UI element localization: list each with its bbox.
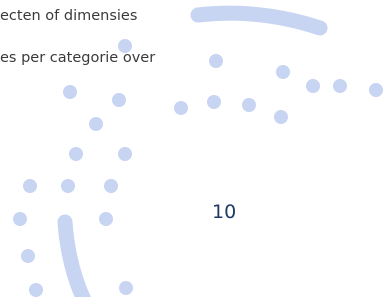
arc [198,13,320,28]
decoration [0,0,384,297]
arc [65,222,84,297]
number-label: 10 [212,201,236,223]
text-line: es per categorie over [0,50,155,66]
page: ecten of dimensies es per categorie over… [0,0,384,297]
text-line: ecten of dimensies [0,8,137,24]
